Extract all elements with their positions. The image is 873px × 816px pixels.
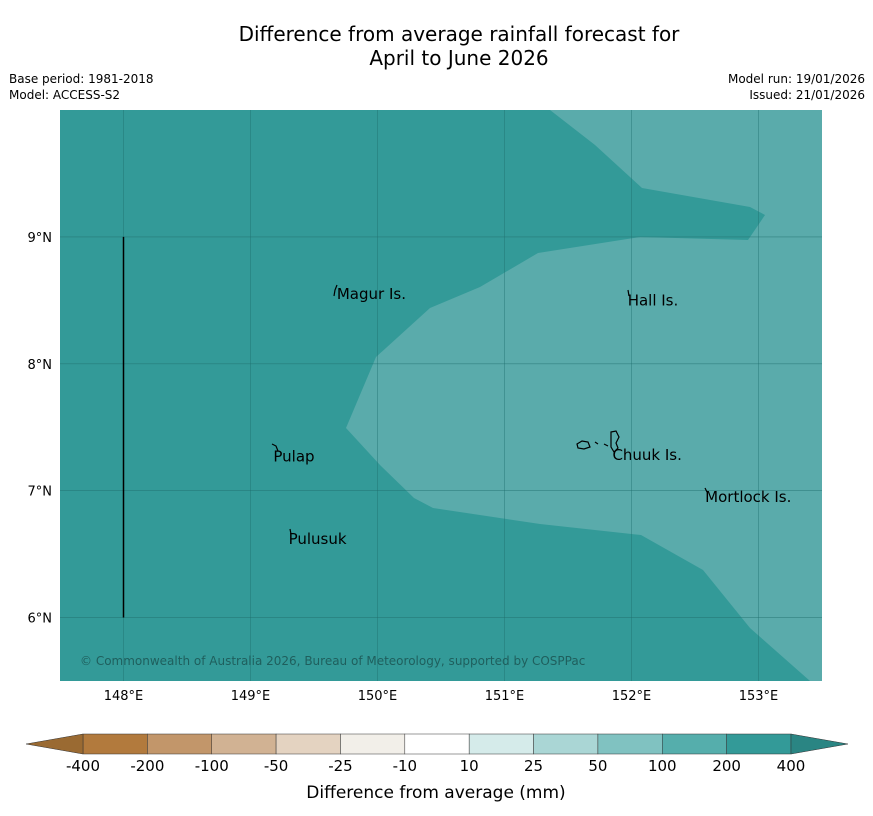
place-label-pulusuk: Pulusuk <box>289 530 347 548</box>
place-label-mortlock-is: Mortlock Is. <box>705 488 791 506</box>
place-label-pulap: Pulap <box>273 447 314 465</box>
map-title: Difference from average rainfall forecas… <box>0 22 873 70</box>
colorbar-tick-7: 25 <box>524 757 543 775</box>
place-label-chuuk-is: Chuuk Is. <box>612 446 681 464</box>
colorbar-segment-2 <box>211 733 277 755</box>
colorbar-segment-4 <box>340 733 406 755</box>
colorbar-tick-11: 400 <box>777 757 806 775</box>
colorbar-segment-0 <box>82 733 148 755</box>
colorbar-tick-2: -100 <box>195 757 229 775</box>
lon-tick-153: 153°E <box>739 689 779 704</box>
issued-date-text: Issued: 21/01/2026 <box>749 88 865 102</box>
colorbar-segments <box>82 733 792 755</box>
lat-tick-7: 7°N <box>28 485 53 500</box>
land-features <box>271 284 708 535</box>
latitude-tick-labels: 6°N 7°N 8°N 9°N <box>28 231 53 627</box>
colorbar-tick-0: -400 <box>66 757 100 775</box>
colorbar-tick-10: 200 <box>712 757 741 775</box>
anomaly-band-100-200 <box>346 110 822 681</box>
run-info: Model run: 19/01/2026 Issued: 21/01/2026 <box>728 71 865 103</box>
mortlock-island-outline <box>704 487 708 493</box>
lat-tick-8: 8°N <box>28 358 53 373</box>
copyright-credit: © Commonwealth of Australia 2026, Bureau… <box>80 654 585 668</box>
lon-tick-149: 149°E <box>231 689 271 704</box>
lon-tick-150: 150°E <box>358 689 398 704</box>
colorbar-under-arrow <box>25 733 84 755</box>
colorbar-segment-5 <box>404 733 470 755</box>
place-label-hall-is: Hall Is. <box>628 291 679 309</box>
colorbar-tick-labels: -400 -200 -100 -50 -25 -10 10 25 50 100 200 400 <box>66 757 805 775</box>
colorbar-segment-6 <box>468 733 534 755</box>
colorbar-segment-7 <box>533 733 599 755</box>
lat-tick-9: 9°N <box>28 231 53 246</box>
lat-tick-6: 6°N <box>28 612 53 627</box>
colorbar-segment-9 <box>662 733 727 755</box>
colorbar-tick-9: 100 <box>648 757 677 775</box>
map-title-line-2: April to June 2026 <box>369 46 549 70</box>
model-run-text: Model run: 19/01/2026 <box>727 72 865 86</box>
colorbar-tick-8: 50 <box>588 757 607 775</box>
colorbar-tick-3: -50 <box>264 757 289 775</box>
colorbar: -400 -200 -100 -50 -25 -10 10 25 50 100 200 400 Dif… <box>25 733 849 803</box>
pulusuk-island-outline <box>289 528 292 535</box>
colorbar-segment-3 <box>275 733 341 755</box>
place-labels: Magur Is. Hall Is. Pulap Chuuk Is. Mortlock … <box>273 285 791 548</box>
colorbar-segment-1 <box>147 733 212 755</box>
model-info: Base period: 1981-2018 Model: ACCESS-S2 <box>9 71 154 103</box>
model-name-text: Model: ACCESS-S2 <box>9 88 121 102</box>
lon-tick-152: 152°E <box>612 689 652 704</box>
colorbar-tick-4: -25 <box>328 757 353 775</box>
hall-island-outline <box>627 289 630 297</box>
lon-tick-148: 148°E <box>104 689 144 704</box>
colorbar-title: Difference from average (mm) <box>306 783 565 803</box>
magur-island-outline <box>333 284 338 297</box>
base-period-text: Base period: 1981-2018 <box>9 72 154 86</box>
colorbar-tick-6: 10 <box>460 757 479 775</box>
lon-tick-151: 151°E <box>485 689 525 704</box>
colorbar-segment-8 <box>597 733 663 755</box>
map-plot-area <box>60 110 822 681</box>
place-label-magur-is: Magur Is. <box>337 285 406 303</box>
pulap-island-outline <box>271 443 279 452</box>
colorbar-segment-10 <box>726 733 792 755</box>
longitude-tick-labels: 148°E 149°E 150°E 151°E 152°E 153°E <box>104 689 779 704</box>
colorbar-over-arrow <box>790 733 849 755</box>
chuuk-lagoon-outline <box>576 430 620 453</box>
map-title-line-1: Difference from average rainfall forecas… <box>238 22 680 46</box>
colorbar-tick-5: -10 <box>393 757 418 775</box>
colorbar-tick-1: -200 <box>130 757 164 775</box>
